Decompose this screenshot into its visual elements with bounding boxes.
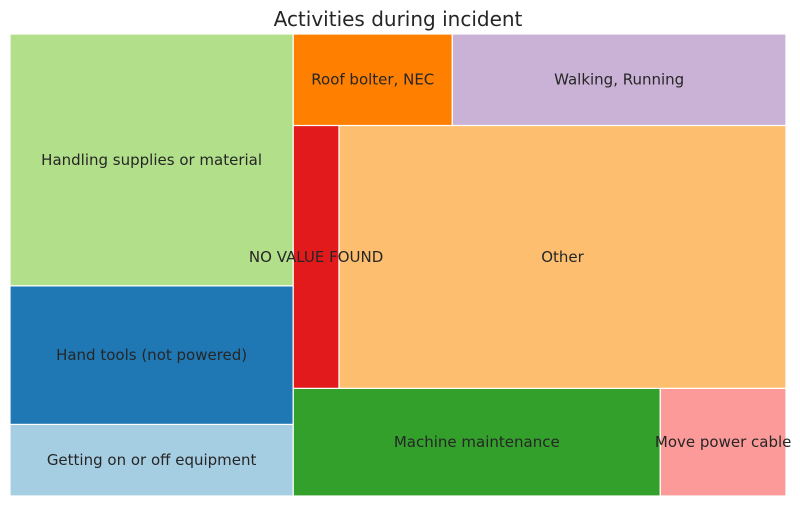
treemap-cell <box>9 423 294 497</box>
treemap-cell-label: Move power cable <box>655 433 791 451</box>
treemap-cell <box>338 124 787 389</box>
treemap-cell <box>9 285 294 425</box>
treemap-cell <box>292 387 661 497</box>
treemap-cell-label: Handling supplies or material <box>41 151 262 169</box>
treemap-cells <box>9 33 787 497</box>
treemap-cell-label: Hand tools (not powered) <box>56 346 247 364</box>
treemap-cell <box>9 33 294 287</box>
treemap-cell-label: Machine maintenance <box>394 433 560 451</box>
treemap-cell <box>292 124 340 389</box>
treemap-cell-label: NO VALUE FOUND <box>249 248 383 266</box>
treemap-cell-label: Roof bolter, NEC <box>311 71 434 89</box>
treemap-cell <box>451 33 787 127</box>
treemap-cell-label: Getting on or off equipment <box>47 451 257 469</box>
treemap-cell <box>659 387 787 497</box>
chart-title: Activities during incident <box>274 7 523 31</box>
treemap-labels: Getting on or off equipment Hand tools (n… <box>41 71 791 469</box>
treemap-cell-label: Walking, Running <box>554 71 684 89</box>
treemap-cell-label: Other <box>541 248 584 266</box>
treemap-cell <box>292 33 453 127</box>
